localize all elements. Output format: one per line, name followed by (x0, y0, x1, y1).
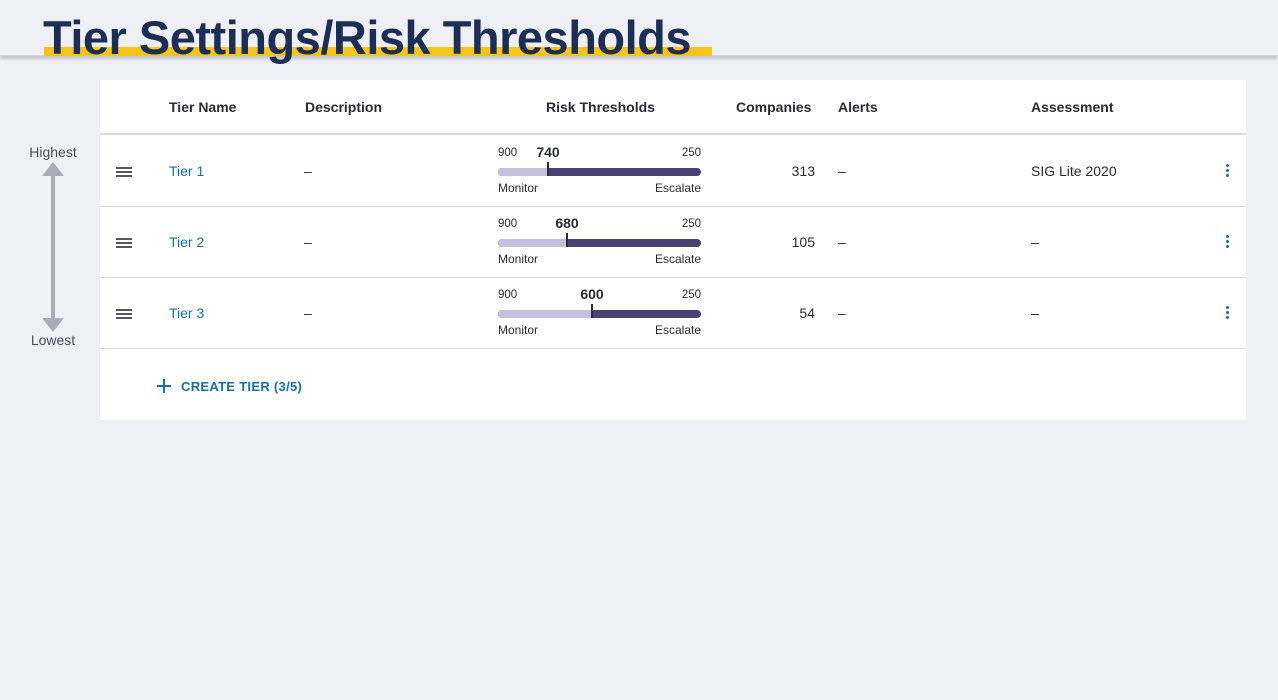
threshold-value: 600 (580, 286, 604, 302)
escalate-label: Escalate (654, 323, 701, 337)
header-tier-name[interactable]: Tier Name (169, 99, 237, 115)
table-row: Tier 1 – 900 740 250 Monitor Escalate 313 – SIG L… (100, 136, 1246, 207)
companies-count: 105 (791, 234, 815, 250)
threshold-value: 740 (536, 144, 560, 160)
threshold-track[interactable] (498, 310, 701, 318)
tier-name-link[interactable]: Tier 2 (169, 234, 205, 250)
threshold-monitor-fill (498, 239, 567, 247)
table-header: Tier Name Description Risk Thresholds Co… (100, 80, 1246, 135)
more-options-icon[interactable] (1220, 306, 1234, 322)
header-alerts[interactable]: Alerts (838, 99, 878, 115)
table-row: Tier 3 – 900 600 250 Monitor Escalate 54 – – (100, 278, 1246, 349)
header-description[interactable]: Description (305, 99, 383, 115)
header-companies[interactable]: Companies (736, 99, 812, 115)
tier-description: – (304, 234, 312, 250)
drag-handle-icon[interactable] (116, 238, 132, 250)
risk-threshold-slider[interactable]: 900 740 250 Monitor Escalate (498, 136, 701, 207)
drag-handle-icon[interactable] (116, 309, 132, 321)
risk-threshold-slider[interactable]: 900 680 250 Monitor Escalate (498, 207, 701, 278)
plus-icon (157, 379, 171, 393)
highest-label: Highest (29, 144, 77, 160)
alerts-value: – (838, 234, 846, 250)
escalate-label: Escalate (654, 252, 701, 266)
tier-description: – (304, 305, 312, 321)
escalate-label: Escalate (654, 181, 701, 195)
tier-name-link[interactable]: Tier 1 (169, 163, 205, 179)
more-options-icon[interactable] (1220, 164, 1234, 180)
threshold-handle[interactable] (566, 233, 568, 247)
table-row: Tier 2 – 900 680 250 Monitor Escalate 105 – – (100, 207, 1246, 278)
threshold-monitor-fill (498, 310, 592, 318)
risk-threshold-slider[interactable]: 900 600 250 Monitor Escalate (498, 278, 701, 349)
threshold-min: 250 (681, 218, 701, 230)
title-underline (44, 47, 712, 56)
threshold-min: 250 (681, 289, 701, 301)
threshold-handle[interactable] (547, 162, 549, 176)
more-options-icon[interactable] (1220, 235, 1234, 251)
tier-description: – (304, 163, 312, 179)
threshold-track[interactable] (498, 239, 701, 247)
priority-indicator: Highest Lowest (0, 140, 106, 355)
header-risk-thresholds[interactable]: Risk Thresholds (546, 99, 655, 115)
page-title: Tier Settings/Risk Thresholds (43, 11, 692, 64)
tier-name-link[interactable]: Tier 3 (169, 305, 205, 321)
threshold-max: 900 (498, 289, 518, 301)
assessment-value: – (1031, 305, 1039, 321)
create-tier-label: CREATE TIER (3/5) (181, 378, 303, 394)
companies-count: 313 (791, 163, 815, 179)
threshold-monitor-fill (498, 168, 548, 176)
threshold-track[interactable] (498, 168, 701, 176)
assessment-value: SIG Lite 2020 (1031, 163, 1117, 179)
tier-table-card: Tier Name Description Risk Thresholds Co… (100, 80, 1246, 420)
companies-count: 54 (799, 305, 815, 321)
alerts-value: – (838, 163, 846, 179)
threshold-value: 680 (555, 215, 579, 231)
alerts-value: – (838, 305, 846, 321)
header: Tier Settings/Risk Thresholds (0, 6, 1278, 64)
threshold-max: 900 (498, 147, 518, 159)
header-assessment[interactable]: Assessment (1031, 99, 1114, 115)
monitor-label: Monitor (498, 323, 539, 337)
monitor-label: Monitor (498, 252, 539, 266)
threshold-min: 250 (681, 147, 701, 159)
assessment-value: – (1031, 234, 1039, 250)
threshold-handle[interactable] (591, 304, 593, 318)
drag-handle-icon[interactable] (116, 167, 132, 179)
threshold-max: 900 (498, 218, 518, 230)
vertical-double-arrow-icon (42, 162, 64, 332)
monitor-label: Monitor (498, 181, 539, 195)
create-tier-button[interactable]: CREATE TIER (3/5) (157, 376, 302, 396)
lowest-label: Lowest (30, 332, 76, 348)
